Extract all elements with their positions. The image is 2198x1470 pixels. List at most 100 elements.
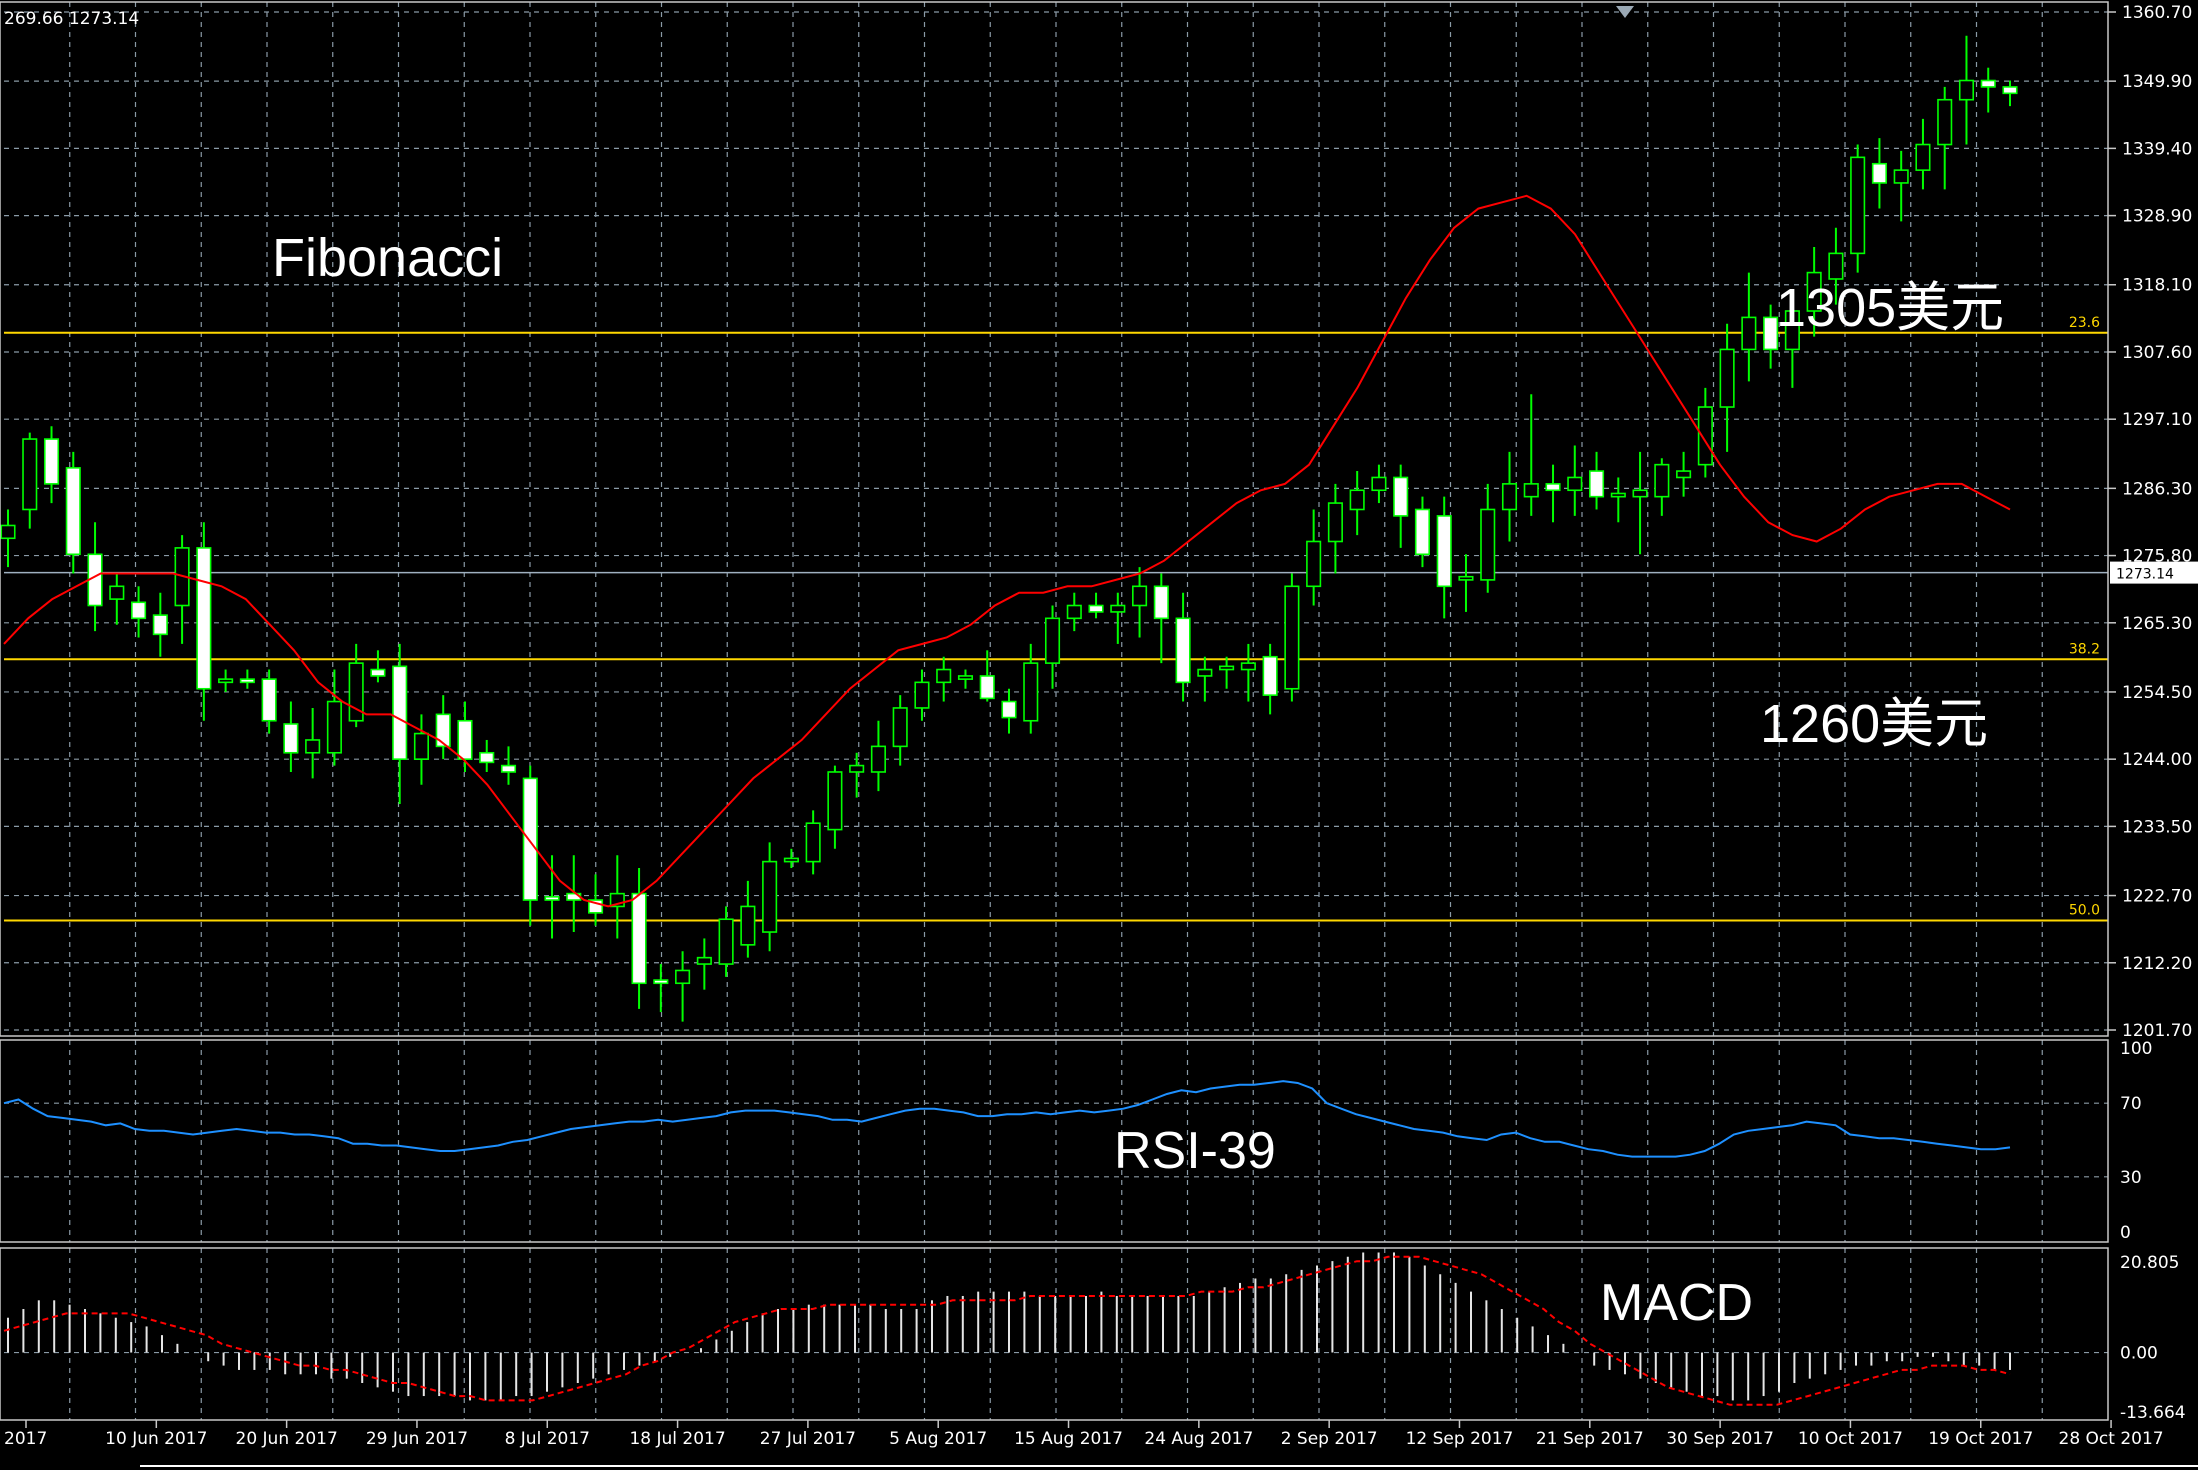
candle-bearish [653,979,669,985]
candle-bullish [22,438,38,511]
candle-bullish [1567,476,1583,492]
candle-bullish [1044,617,1061,664]
x-tick-label: 2 Sep 2017 [1281,1429,1378,1449]
candle-bullish [740,905,756,946]
candle-bullish [1349,489,1365,511]
candle-bullish [1719,348,1735,408]
moving-average [3,194,2011,908]
candle-bullish [1371,476,1387,492]
macd-tick-label: 0.00 [2120,1344,2158,1364]
y-tick-label: 1349.90 [2122,72,2192,92]
candle-bearish [631,892,647,985]
candle-bearish [1001,700,1017,719]
x-tick-label: 29 Jun 2017 [366,1429,468,1449]
candle-bullish [849,764,865,773]
level-1260-label: 1260美元 [1760,694,1988,754]
candle-bearish [283,723,299,754]
x-tick-label: 18 Jul 2017 [629,1429,725,1449]
candle-bullish [1219,665,1235,671]
candle-bearish [435,713,451,748]
candle-bearish [1393,476,1409,517]
candle-bullish [109,585,125,600]
y-tick-label: 1233.50 [2122,817,2192,837]
fibonacci-label: Fibonacci [272,228,503,288]
candle-bullish [218,678,234,684]
y-tick-label: 1265.30 [2122,614,2192,634]
candle-bullish [1632,489,1648,498]
x-tick-label: 19 Oct 2017 [1928,1429,2033,1449]
x-tick-label: 27 Jul 2017 [760,1429,856,1449]
candle-bullish [1501,483,1518,511]
candle-bullish [1284,585,1300,690]
y-tick-label: 1201.70 [2122,1021,2192,1041]
candle-bullish [1197,668,1213,677]
rsi-tick-label: 0 [2120,1223,2131,1243]
level-1305-label: 1305美元 [1776,278,2004,338]
candle-bearish [1436,515,1452,588]
ohlc-readout: 269.66 1273.14 [4,9,139,29]
candle-bullish [1697,406,1713,466]
x-tick-label: 28 Oct 2017 [2059,1429,2164,1449]
candle-bullish [957,675,974,680]
candle-bearish [479,751,495,764]
rsi-tick-label: 100 [2120,1039,2152,1059]
candle-bullish [1741,316,1757,351]
candle-bearish [2002,86,2018,95]
candle-bearish [65,467,81,556]
candle-bearish [1588,470,1605,498]
candle-bearish [1414,508,1431,556]
macd-panel [3,1252,2011,1406]
candle-bearish [1153,585,1169,620]
y-tick-label: 1286.30 [2122,479,2192,499]
period-separator-marker [1616,6,1634,18]
grid [4,2,2108,1420]
y-tick-label: 1244.00 [2122,750,2192,770]
candle-bullish [870,745,886,773]
candle-bullish [762,860,778,933]
candle-bearish [196,547,212,690]
candle-bullish [696,956,712,965]
fib-level-label: 38.2 [2069,641,2100,657]
panel-frame [0,1,2109,1037]
panel-frame [0,1247,2109,1421]
candle-bearish [152,614,168,636]
candle-bullish [827,771,843,831]
fib-level-label: 23.6 [2069,315,2100,331]
rsi-label: RSI-39 [1114,1122,1276,1180]
candle-bullish [892,707,908,748]
candle-bearish [239,678,255,684]
candle-bullish [1240,662,1256,671]
candle-bullish [783,857,799,863]
candle-bullish [805,822,821,863]
candle-bullish [1850,156,1866,255]
candle-bullish [1523,483,1539,498]
candle-bearish [1871,162,1887,184]
macd-signal-line [3,1255,2011,1406]
rsi-line [3,1080,2011,1158]
rsi-panel [3,1080,2011,1158]
macd-label: MACD [1600,1274,1753,1332]
candle-bearish [1763,316,1779,351]
candle-bearish [261,678,277,722]
candle-bullish [326,700,342,754]
candle-bullish [1306,540,1322,588]
candle-bullish [718,918,734,965]
candle-bullish [1806,271,1822,312]
x-tick-label: 24 Aug 2017 [1144,1429,1253,1449]
candle-bullish [1893,169,1909,184]
candle-bearish [131,601,147,620]
candle-bullish [0,524,16,540]
candle-bearish [43,438,60,485]
candle-bullish [1676,470,1692,479]
candle-bullish [1784,310,1800,351]
candle-bullish [1654,463,1670,498]
rsi-tick-label: 70 [2120,1094,2142,1114]
candle-bearish [370,668,386,677]
y-tick-label: 1254.50 [2122,683,2192,703]
x-tick-label: 2017 [4,1429,47,1449]
candle-bearish [1980,79,1996,88]
y-tick-label: 1339.40 [2122,139,2192,159]
current-price-tag [2110,561,2198,584]
